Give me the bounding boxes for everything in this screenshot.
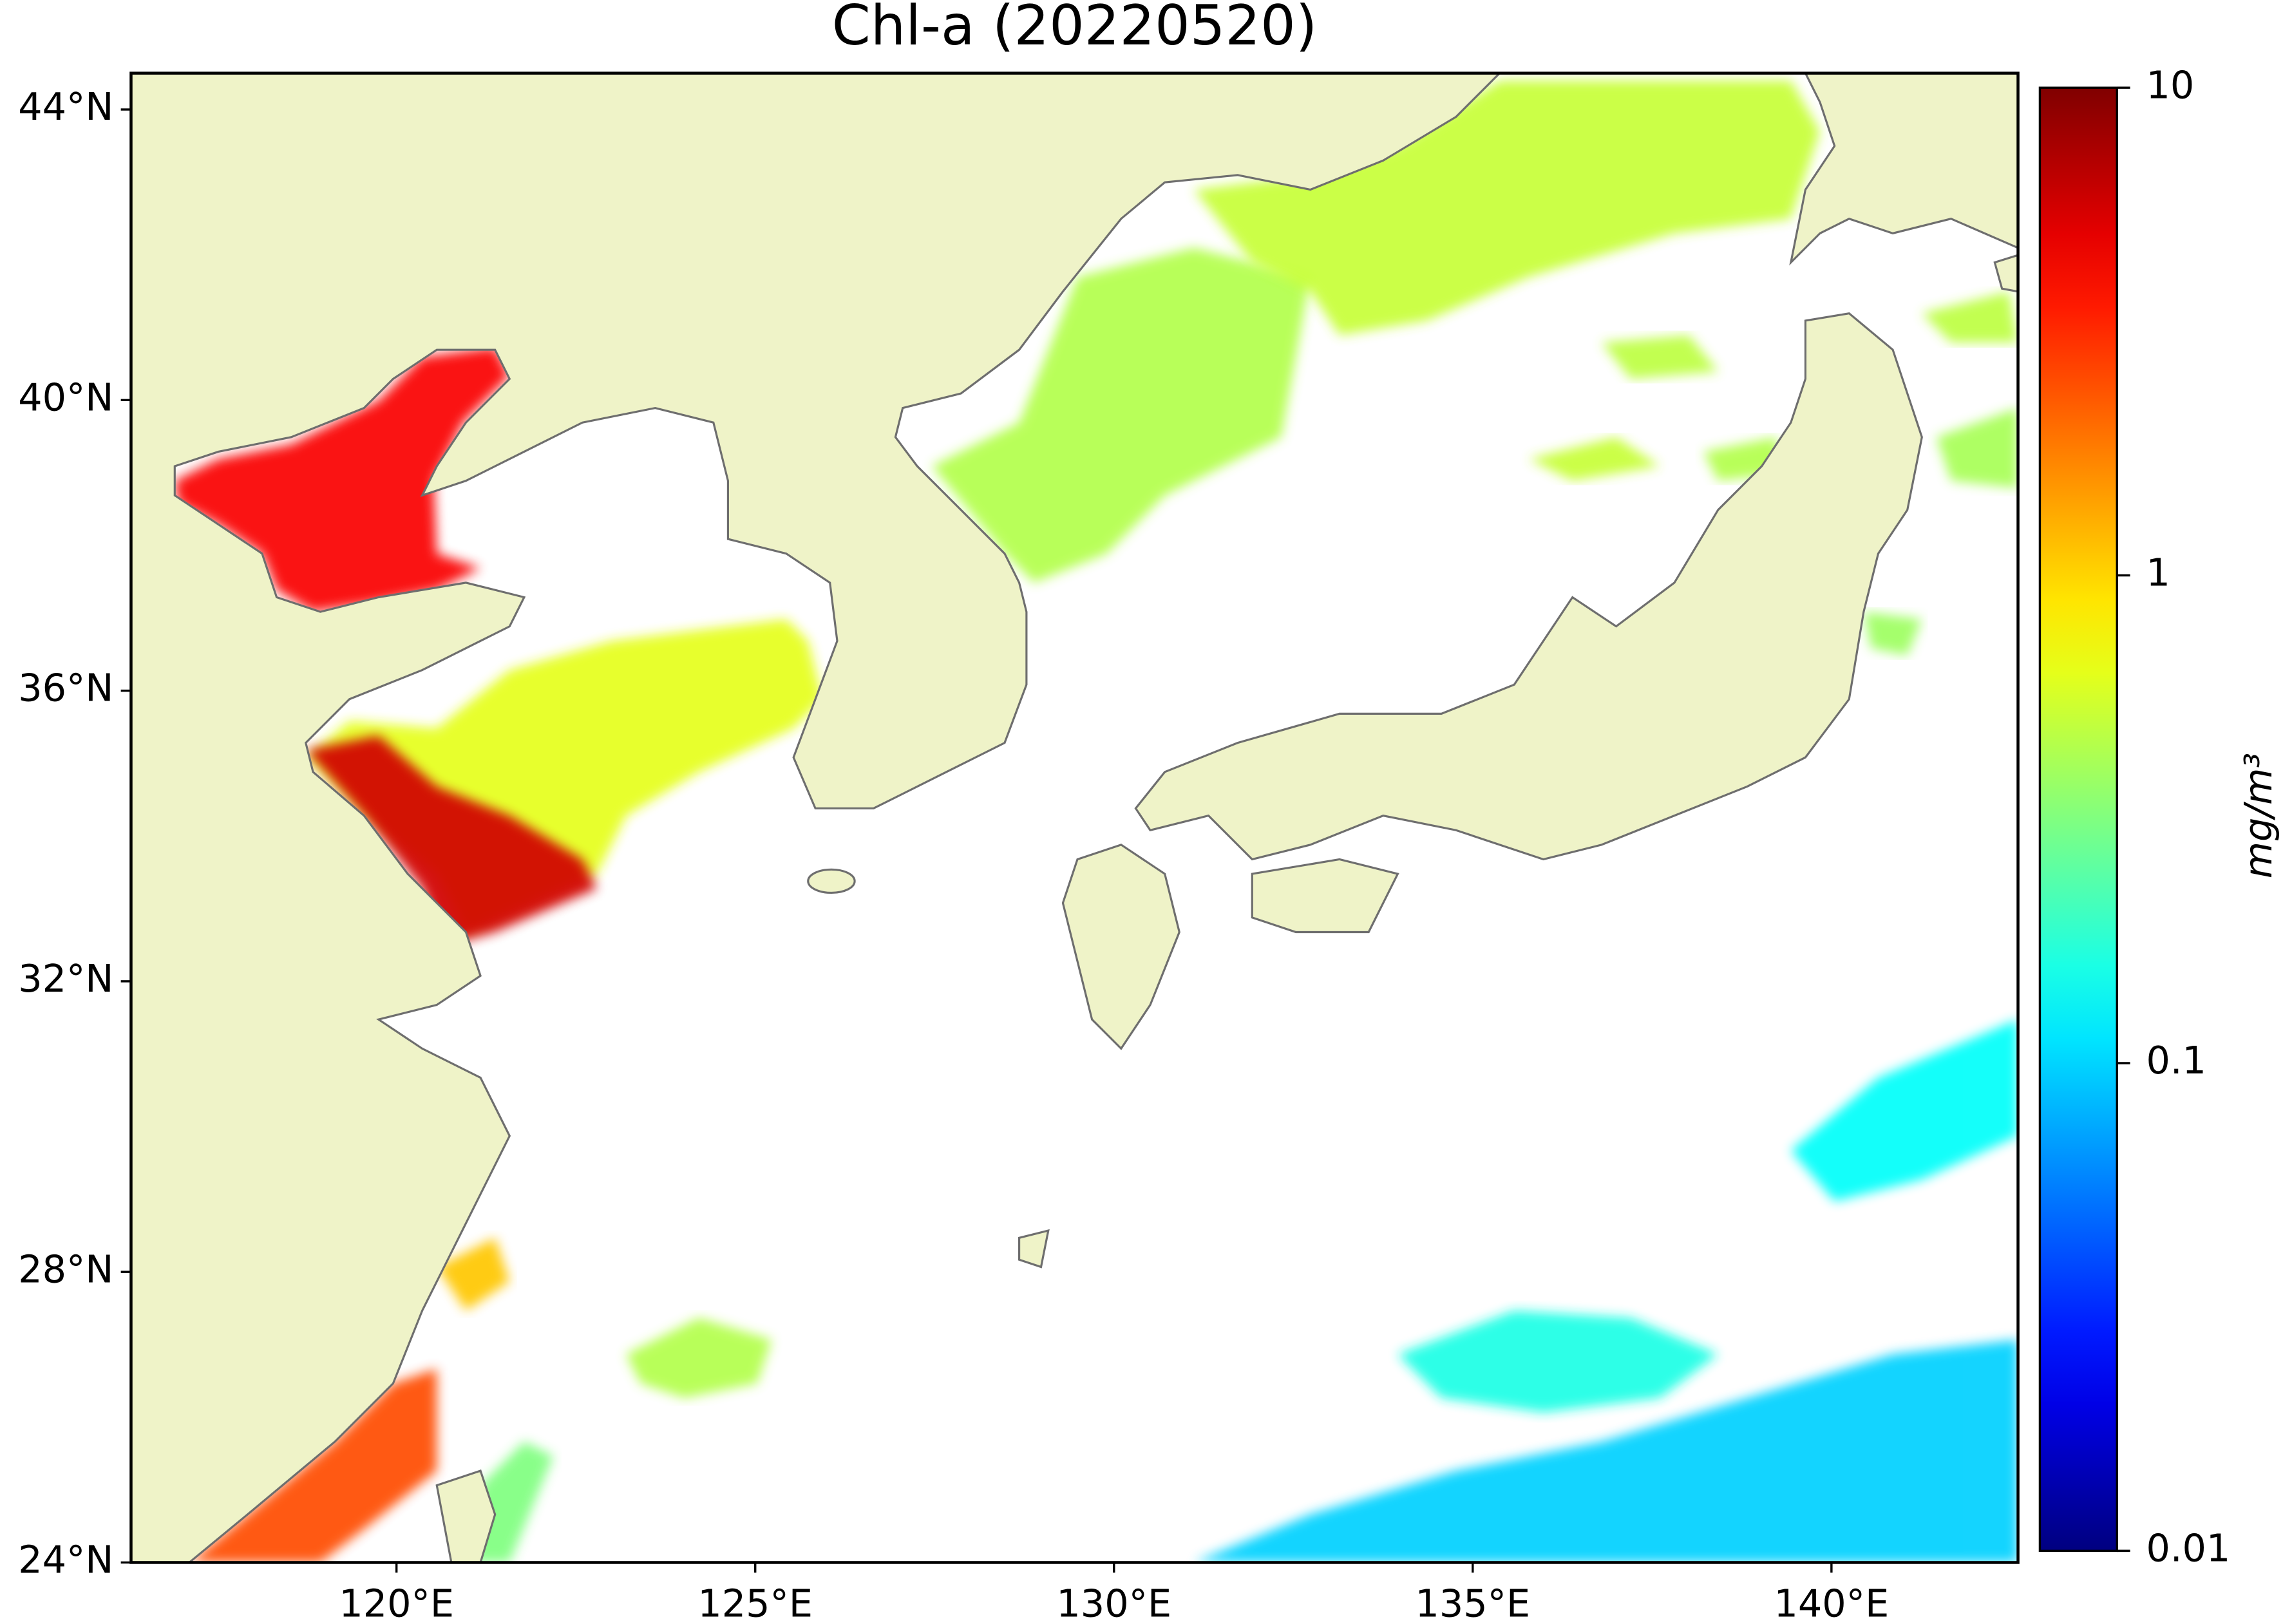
- colorbar-label: mg/m³: [2236, 753, 2280, 878]
- y-tick-label: 44°N: [18, 84, 113, 129]
- chlorophyll-patch: [189, 1368, 437, 1563]
- land: [1789, 73, 2018, 266]
- chlorophyll-patch: [1790, 1019, 2018, 1202]
- land: [1018, 1229, 1050, 1269]
- colorbar-tick-label: 10: [2146, 62, 2194, 107]
- land: [1993, 254, 2018, 293]
- y-tick-label: 40°N: [18, 375, 113, 419]
- land: [807, 868, 856, 894]
- y-tick-label: 32°N: [18, 956, 113, 1001]
- map-title: Chl-a (20220520): [832, 0, 1318, 58]
- chlorophyll-patch: [1601, 335, 1718, 379]
- chlorophyll-patch: [1193, 80, 1821, 335]
- chlorophyll-patch: [175, 346, 510, 612]
- land: [435, 1469, 497, 1563]
- chlorophyll-patch: [305, 735, 597, 947]
- chlorophyll-patch: [626, 1317, 772, 1398]
- colorbar-tick-label: 0.1: [2146, 1038, 2206, 1082]
- chlorophyll-patch: [1936, 408, 2018, 488]
- chlorophyll-patch: [1922, 291, 2018, 343]
- chlorophyll-patch: [1397, 1310, 1718, 1413]
- map-frame: [129, 71, 2020, 1564]
- y-tick-label: 28°N: [18, 1247, 113, 1291]
- land: [1061, 844, 1180, 1050]
- land: [131, 73, 1501, 1563]
- x-tick-label: 130°E: [1056, 1581, 1171, 1624]
- colorbar-tick-label: 1: [2146, 551, 2170, 595]
- chlorophyll-patch: [1193, 1339, 2018, 1563]
- colorbar: [2038, 86, 2118, 1553]
- x-tick-label: 120°E: [339, 1581, 454, 1624]
- chlorophyll-patch: [931, 247, 1311, 583]
- y-tick-label: 24°N: [18, 1538, 113, 1582]
- map-area: [131, 73, 2018, 1563]
- chlorophyll-patch: [1863, 612, 1922, 656]
- colorbar-tick-label: 0.01: [2146, 1525, 2230, 1570]
- chlorophyll-patch: [437, 1238, 510, 1311]
- x-tick-label: 125°E: [697, 1581, 813, 1624]
- x-tick-label: 140°E: [1774, 1581, 1890, 1624]
- land: [1134, 312, 1923, 861]
- chlorophyll-patch: [1528, 437, 1660, 481]
- land: [1251, 858, 1399, 934]
- chlorophyll-patch: [473, 1441, 554, 1563]
- y-tick-label: 36°N: [18, 666, 113, 710]
- x-tick-label: 135°E: [1415, 1581, 1530, 1624]
